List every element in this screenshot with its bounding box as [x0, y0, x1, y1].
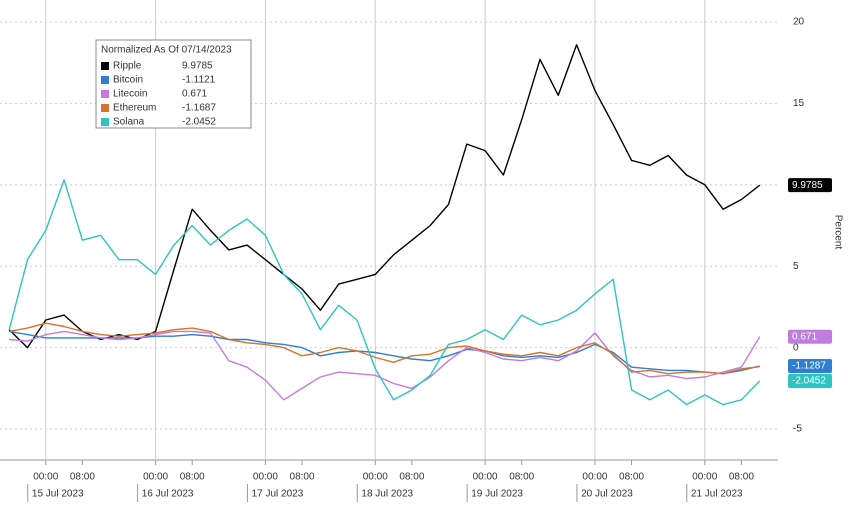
- x-tick-label: 00:00: [143, 472, 168, 483]
- end-tag: 9.9785: [788, 178, 832, 193]
- end-tag-box: [788, 373, 832, 388]
- legend-swatch: [101, 76, 109, 84]
- y-tick-label: 15: [793, 98, 805, 109]
- end-tag-box: [788, 359, 832, 374]
- legend-label: Litecoin: [113, 89, 147, 100]
- x-tick-label: 08:00: [619, 472, 644, 483]
- end-tag: -1.1287: [788, 359, 832, 374]
- end-tag-label: -1.1287: [792, 361, 826, 372]
- x-date-label: 16 Jul 2023: [142, 489, 194, 500]
- legend-value: -1.1687: [182, 103, 216, 114]
- x-tick-label: 08:00: [290, 472, 315, 483]
- x-tick-label: 00:00: [363, 472, 388, 483]
- end-tag: 0.671: [788, 329, 832, 344]
- x-tick-label: 08:00: [180, 472, 205, 483]
- y-tick-label: -5: [793, 424, 802, 435]
- x-tick-label: 08:00: [509, 472, 534, 483]
- x-tick-label: 08:00: [70, 472, 95, 483]
- end-tag-label: -2.0452: [792, 376, 826, 387]
- legend-label: Ripple: [113, 61, 142, 72]
- legend-label: Ethereum: [113, 103, 156, 114]
- legend-value: 0.671: [182, 89, 207, 100]
- end-tag-label: 9.9785: [792, 180, 823, 191]
- end-tag-box: [788, 178, 832, 193]
- series-line: [9, 322, 760, 375]
- end-tag-box: [788, 329, 832, 344]
- x-date-label: 20 Jul 2023: [581, 489, 633, 500]
- legend-swatch: [101, 104, 109, 112]
- x-date-label: 21 Jul 2023: [691, 489, 743, 500]
- y-axis-label: Percent: [832, 215, 843, 250]
- x-tick-label: 00:00: [582, 472, 607, 483]
- x-tick-label: 00:00: [473, 472, 498, 483]
- end-tag-label: 0.671: [792, 331, 817, 342]
- x-tick-label: 00:00: [253, 472, 278, 483]
- legend-swatch: [101, 90, 109, 98]
- legend-swatch: [101, 118, 109, 126]
- legend-title: Normalized As Of 07/14/2023: [101, 45, 232, 56]
- legend-value: -1.1121: [182, 75, 216, 86]
- y-tick-label: 5: [793, 261, 799, 272]
- x-date-label: 18 Jul 2023: [361, 489, 413, 500]
- legend-swatch: [101, 62, 109, 70]
- legend: Normalized As Of 07/14/2023 Ripple 9.9785 B…: [95, 39, 252, 129]
- x-tick-label: 00:00: [692, 472, 717, 483]
- series-line: [8, 179, 761, 406]
- x-date-label: 17 Jul 2023: [252, 489, 304, 500]
- x-date-label: 15 Jul 2023: [32, 489, 84, 500]
- end-tag: -2.0452: [788, 373, 832, 388]
- x-tick-label: 08:00: [399, 472, 424, 483]
- y-tick-label: 0: [793, 342, 799, 353]
- y-tick-label: 20: [793, 17, 805, 28]
- legend-value: -2.0452: [182, 117, 216, 128]
- x-date-label: 19 Jul 2023: [471, 489, 523, 500]
- x-tick-label: 08:00: [729, 472, 754, 483]
- x-tick-label: 00:00: [33, 472, 58, 483]
- legend-box: [95, 39, 252, 129]
- legend-label: Solana: [113, 117, 145, 128]
- legend-label: Bitcoin: [113, 75, 143, 86]
- legend-value: 9.9785: [182, 61, 213, 72]
